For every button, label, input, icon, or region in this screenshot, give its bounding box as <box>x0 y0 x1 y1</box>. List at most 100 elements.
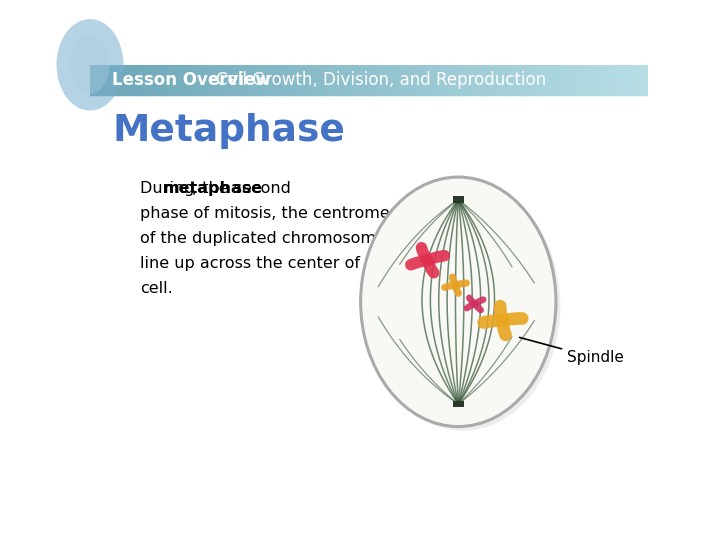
Text: Cell Growth, Division, and Reproduction: Cell Growth, Division, and Reproduction <box>215 71 546 89</box>
Bar <box>453 65 459 94</box>
Bar <box>606 65 612 94</box>
Bar <box>294 65 300 94</box>
Bar <box>160 65 166 94</box>
Bar <box>271 65 277 94</box>
Bar <box>392 65 398 94</box>
Bar <box>453 401 464 407</box>
Bar <box>262 65 268 94</box>
Bar <box>374 65 379 94</box>
Bar <box>220 65 226 94</box>
Bar <box>462 65 468 94</box>
Bar <box>378 65 384 94</box>
Bar <box>620 65 626 94</box>
Bar <box>513 65 519 94</box>
Bar <box>141 65 147 94</box>
Bar <box>309 65 315 94</box>
Bar <box>313 65 319 94</box>
Bar <box>588 65 593 94</box>
Bar <box>453 196 464 203</box>
Text: phase of mitosis, the centromeres: phase of mitosis, the centromeres <box>140 206 415 221</box>
Bar <box>258 65 264 94</box>
Bar <box>239 65 245 94</box>
Bar <box>346 65 351 94</box>
Bar <box>546 65 552 94</box>
Bar <box>285 65 291 94</box>
Bar <box>336 65 342 94</box>
Bar <box>559 65 565 94</box>
Bar <box>616 65 621 94</box>
Bar <box>202 65 207 94</box>
Bar <box>574 65 580 94</box>
Bar <box>644 65 649 94</box>
Bar <box>225 65 230 94</box>
Bar <box>472 65 477 94</box>
Bar <box>192 65 198 94</box>
Bar <box>383 65 389 94</box>
Bar <box>197 65 203 94</box>
Bar <box>569 65 575 94</box>
Bar <box>355 65 361 94</box>
Bar <box>179 65 184 94</box>
Bar <box>243 65 249 94</box>
Text: During: During <box>140 181 199 196</box>
Bar <box>304 65 310 94</box>
Bar <box>99 65 105 94</box>
Bar <box>174 65 179 94</box>
Bar <box>629 65 635 94</box>
Bar <box>387 65 393 94</box>
Bar <box>495 65 500 94</box>
Ellipse shape <box>365 181 560 431</box>
Bar <box>109 65 114 94</box>
Bar <box>457 65 463 94</box>
Bar <box>444 65 449 94</box>
Text: of the duplicated chromosomes: of the duplicated chromosomes <box>140 231 395 246</box>
Bar <box>504 65 510 94</box>
Bar <box>550 65 556 94</box>
Bar <box>248 65 254 94</box>
Bar <box>104 65 109 94</box>
Bar <box>402 65 408 94</box>
Bar <box>476 65 482 94</box>
Bar <box>406 65 412 94</box>
Bar <box>234 65 240 94</box>
Bar <box>90 65 96 94</box>
Bar <box>536 65 542 94</box>
Text: cell.: cell. <box>140 281 173 296</box>
Bar <box>364 65 370 94</box>
Bar <box>253 65 258 94</box>
Ellipse shape <box>71 36 109 94</box>
Bar <box>318 65 323 94</box>
Bar <box>467 65 472 94</box>
Bar <box>215 65 221 94</box>
Bar <box>266 65 272 94</box>
Bar <box>113 65 119 94</box>
Bar <box>485 65 491 94</box>
Bar <box>351 65 356 94</box>
Ellipse shape <box>57 19 124 111</box>
Bar <box>150 65 156 94</box>
Bar <box>118 65 124 94</box>
Bar <box>518 65 523 94</box>
Bar <box>341 65 347 94</box>
Bar <box>415 65 421 94</box>
Text: line up across the center of the: line up across the center of the <box>140 256 392 271</box>
Bar <box>429 65 435 94</box>
Bar <box>94 65 100 94</box>
Bar <box>183 65 189 94</box>
Bar <box>137 65 143 94</box>
Bar <box>188 65 194 94</box>
Bar <box>397 65 402 94</box>
Ellipse shape <box>361 177 556 427</box>
Bar <box>211 65 217 94</box>
Bar <box>625 65 631 94</box>
Bar <box>583 65 589 94</box>
Text: metaphase: metaphase <box>163 181 263 196</box>
Bar <box>481 65 487 94</box>
Bar <box>132 65 138 94</box>
Bar <box>127 65 133 94</box>
Bar <box>276 65 282 94</box>
Bar <box>281 65 287 94</box>
Bar <box>290 65 296 94</box>
Bar <box>155 65 161 94</box>
Bar <box>122 65 128 94</box>
